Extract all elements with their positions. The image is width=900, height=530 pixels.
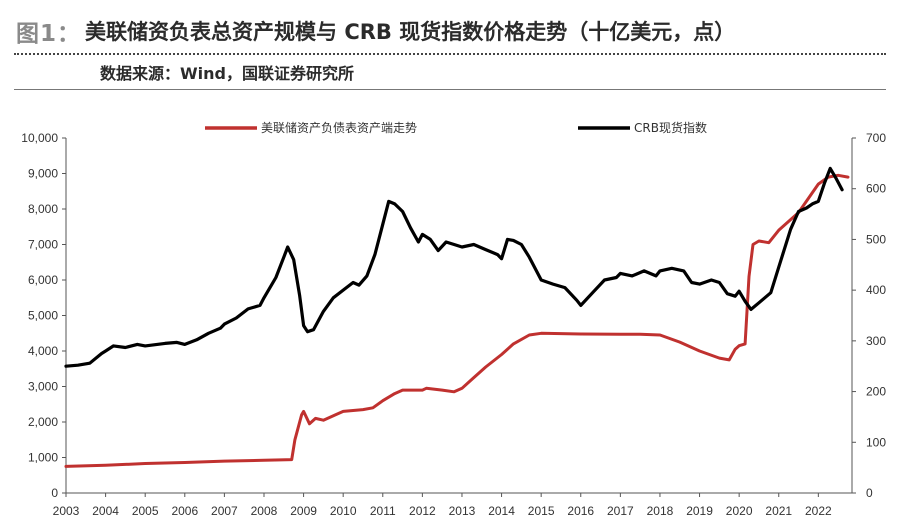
x-tick-label: 2011	[370, 504, 396, 518]
x-tick-label: 2012	[409, 504, 436, 518]
data-source: 数据来源：Wind，国联证券研究所	[100, 64, 354, 83]
y-right-tick-label: 600	[866, 182, 886, 196]
y-right-tick-label: 400	[866, 283, 886, 297]
legend-fed-label: 美联储资产负债表资产端走势	[261, 120, 417, 135]
x-tick-label: 2022	[805, 504, 832, 518]
y-left-tick-label: 7,000	[28, 238, 58, 252]
figure-title-row: 图1： 美联储资负表总资产规模与 CRB 现货指数价格走势（十亿美元，点）	[16, 14, 735, 48]
y-left-tick-label: 9,000	[28, 167, 58, 181]
x-tick-label: 2020	[726, 504, 753, 518]
legend-crb-label: CRB现货指数	[634, 120, 707, 135]
y-left-tick-label: 6,000	[28, 273, 58, 287]
y-left-tick-label: 4,000	[28, 344, 58, 358]
y-left-tick-label: 5,000	[28, 309, 58, 323]
y-right-tick-label: 300	[866, 334, 886, 348]
fed-balance-sheet-line	[64, 173, 850, 468]
title-divider	[14, 53, 886, 55]
x-tick-label: 2004	[92, 504, 119, 518]
x-tick-label: 2010	[330, 504, 357, 518]
y-left-tick-label: 1,000	[28, 451, 58, 465]
x-tick-label: 2015	[528, 504, 555, 518]
y-right-tick-label: 0	[866, 486, 873, 500]
y-left-tick-label: 10,000	[21, 131, 58, 145]
x-tick-label: 2006	[171, 504, 198, 518]
x-tick-label: 2021	[765, 504, 792, 518]
y-right-tick-label: 100	[866, 435, 886, 449]
x-tick-label: 2014	[488, 504, 515, 518]
y-left-tick-label: 0	[51, 486, 58, 500]
x-tick-label: 2017	[607, 504, 634, 518]
y-right-tick-label: 500	[866, 232, 886, 246]
x-tick-label: 2018	[647, 504, 674, 518]
figure-label: 图1：	[16, 21, 82, 47]
x-tick-label: 2005	[132, 504, 159, 518]
y-left-tick-label: 3,000	[28, 380, 58, 394]
header-rule	[14, 89, 886, 90]
crb-index-line	[64, 166, 844, 368]
x-tick-label: 2009	[290, 504, 317, 518]
y-left-tick-label: 2,000	[28, 415, 58, 429]
y-right-tick-label: 200	[866, 385, 886, 399]
x-tick-label: 2016	[567, 504, 594, 518]
x-tick-label: 2008	[251, 504, 278, 518]
y-left-tick-label: 8,000	[28, 202, 58, 216]
figure-title: 美联储资负表总资产规模与 CRB 现货指数价格走势（十亿美元，点）	[85, 20, 736, 44]
x-tick-label: 2013	[449, 504, 476, 518]
y-right-tick-label: 700	[866, 131, 886, 145]
x-tick-label: 2019	[686, 504, 713, 518]
x-tick-label: 2003	[53, 504, 80, 518]
x-tick-label: 2007	[211, 504, 238, 518]
